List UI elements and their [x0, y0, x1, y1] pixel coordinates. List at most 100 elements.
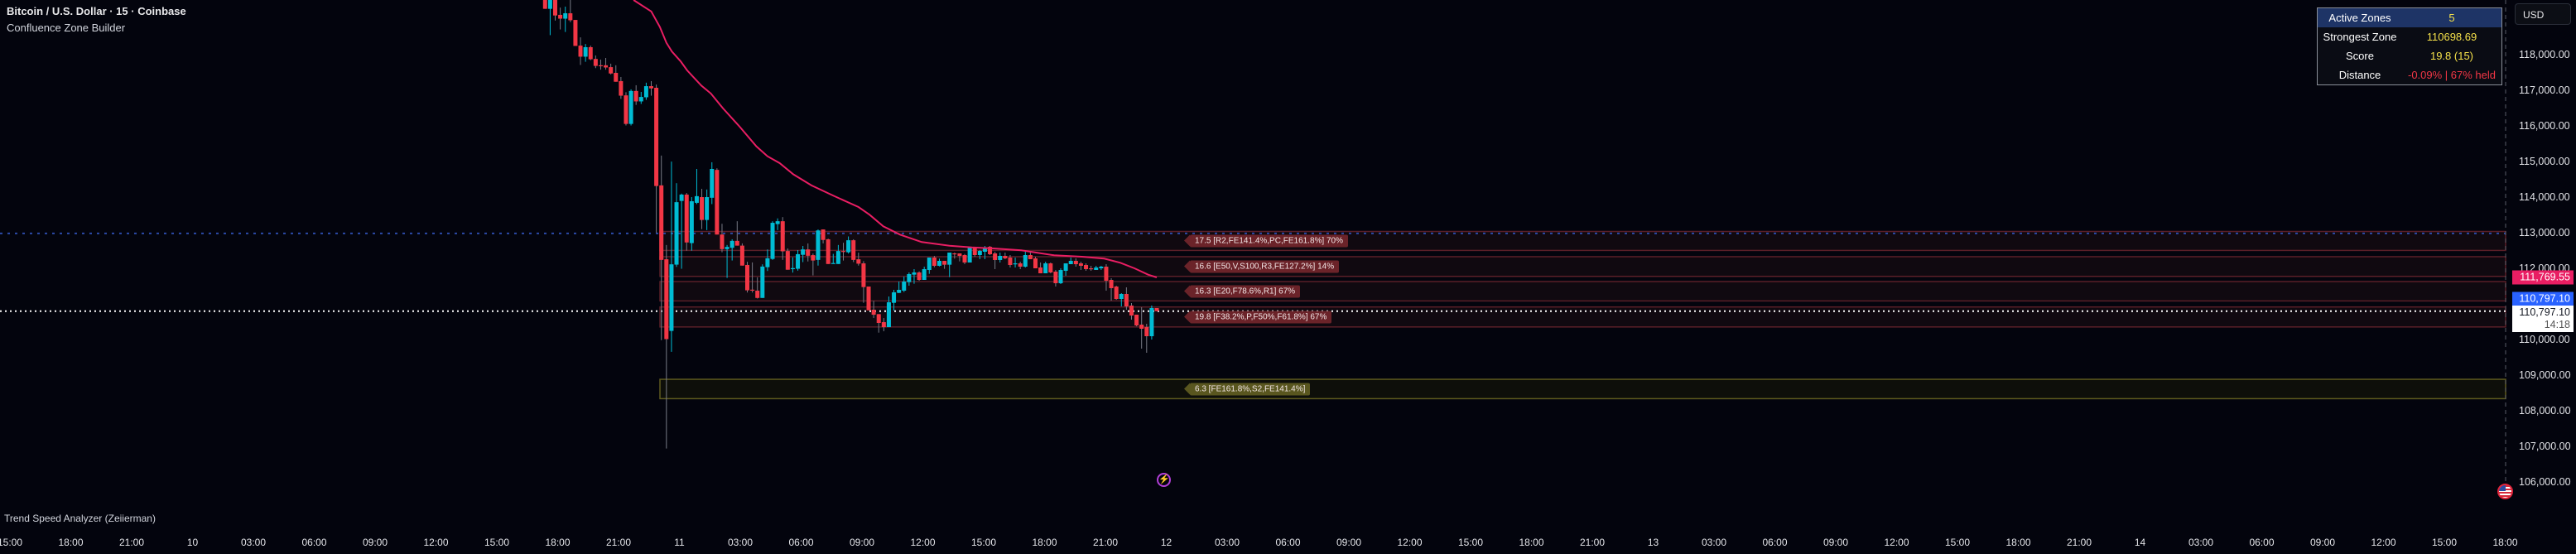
candle — [770, 221, 775, 260]
candle — [598, 59, 603, 70]
symbol-title[interactable]: Bitcoin / U.S. Dollar · 15 · Coinbase — [7, 5, 186, 17]
candle-body — [553, 0, 558, 16]
table-row: Score 19.8 (15) — [2318, 46, 2502, 65]
candle — [1073, 258, 1078, 267]
candle-body — [573, 20, 578, 46]
candle-body — [1023, 255, 1028, 267]
candle — [705, 189, 710, 230]
candle-body — [614, 72, 619, 82]
candle — [1048, 262, 1053, 274]
candle — [897, 281, 902, 294]
candle — [861, 261, 866, 303]
candle — [1038, 262, 1043, 274]
candle — [942, 261, 947, 269]
candle — [775, 218, 780, 230]
candle-body — [790, 267, 795, 269]
candle — [780, 217, 785, 260]
table-value: 5 — [2448, 12, 2455, 24]
candle-body — [927, 258, 932, 271]
candle — [614, 65, 619, 82]
candle-body — [806, 249, 811, 256]
candle — [638, 91, 643, 104]
candle — [583, 44, 588, 62]
candle — [1114, 285, 1119, 301]
candle-body — [982, 248, 987, 253]
candle-body — [633, 90, 638, 102]
candle-body — [598, 65, 603, 67]
candle — [1139, 306, 1144, 349]
time-axis-label: 18:00 — [1519, 537, 1544, 548]
time-axis-label: 06:00 — [1275, 537, 1301, 548]
time-axis-label: 10 — [186, 537, 199, 548]
candle-body — [684, 194, 689, 243]
table-value: 19.8 (15) — [2429, 50, 2474, 62]
table-row: Distance -0.09% | 67% held — [2318, 65, 2502, 85]
candle-body — [957, 253, 962, 256]
price-axis-label: 109,000.00 — [2519, 369, 2571, 381]
time-axis-label: 12 — [1160, 537, 1172, 548]
time-axis-label: 09:00 — [1822, 537, 1849, 548]
candle-body — [1114, 287, 1119, 300]
candle — [1104, 264, 1109, 291]
candle-body — [881, 322, 886, 328]
candle — [912, 268, 917, 284]
table-key: Strongest Zone — [2323, 31, 2397, 43]
currency-button[interactable]: USD — [2515, 3, 2571, 25]
candle-body — [558, 14, 563, 19]
time-axis-label: 18:00 — [2492, 537, 2518, 548]
candle-body — [739, 245, 744, 266]
candle-body — [1084, 265, 1089, 269]
candle-body — [1028, 255, 1033, 259]
candle-body — [977, 251, 982, 256]
candle — [588, 46, 593, 60]
time-axis-label: 12:00 — [1397, 537, 1423, 548]
candle — [932, 255, 937, 267]
indicator-name[interactable]: Confluence Zone Builder — [7, 22, 126, 34]
candle — [856, 253, 861, 266]
time-axis-label: 06:00 — [1762, 537, 1788, 548]
candle — [720, 224, 725, 253]
candle — [1068, 258, 1073, 265]
zone-summary-table: Active Zones 5 Strongest Zone 110698.69 Sc… — [2317, 7, 2502, 85]
candle — [1023, 252, 1028, 268]
candle-body — [962, 255, 967, 263]
candle — [679, 193, 684, 269]
candle — [1094, 265, 1099, 270]
candle — [745, 262, 749, 293]
candle — [765, 249, 770, 272]
candle-body — [840, 251, 845, 253]
lower-indicator-name[interactable]: Trend Speed Analyzer (Zeiierman) — [4, 513, 156, 524]
candle-body — [831, 263, 835, 264]
candle-body — [765, 258, 770, 267]
candle-body — [811, 255, 816, 261]
us-flag-icon[interactable] — [2497, 484, 2513, 499]
candle-body — [988, 246, 993, 255]
candle — [866, 287, 871, 311]
candle — [578, 37, 583, 65]
lightning-icon[interactable]: ⚡ — [1157, 473, 1171, 487]
candle-body — [1134, 314, 1139, 326]
candle-body — [669, 264, 674, 331]
last-price-box: 110,797.10 14:18 — [2512, 306, 2574, 332]
time-axis-label: 03:00 — [1701, 537, 1727, 548]
candle — [886, 296, 891, 328]
candle-body — [720, 234, 725, 249]
candle — [967, 248, 972, 263]
candle — [907, 272, 912, 286]
candle-body — [932, 258, 937, 266]
candle — [972, 246, 977, 257]
candle-body — [1094, 267, 1099, 270]
table-key: Score — [2346, 50, 2374, 62]
candle-body — [886, 302, 891, 328]
zone-rect — [659, 281, 2506, 302]
candle-body — [568, 13, 573, 21]
candle-body — [1043, 263, 1048, 274]
time-axis-label: 13 — [1647, 537, 1659, 548]
candle — [739, 243, 744, 266]
price-axis-label: 117,000.00 — [2519, 84, 2570, 96]
time-axis-label: 03:00 — [727, 537, 754, 548]
candle — [1058, 268, 1063, 285]
candle-body — [609, 67, 614, 74]
candle-body — [796, 253, 801, 269]
